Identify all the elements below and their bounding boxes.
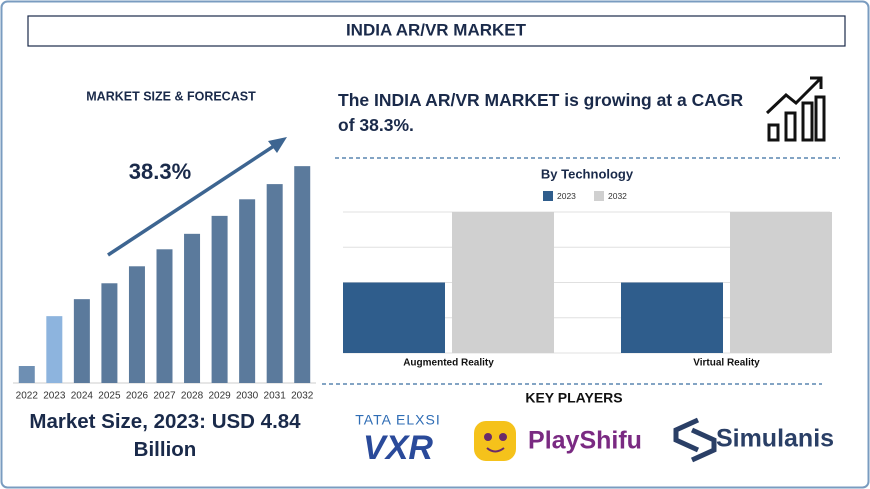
bar	[294, 166, 311, 383]
growth-arrow	[107, 140, 281, 257]
playshifu-icon	[474, 421, 516, 461]
x-tick-label: 2032	[291, 391, 314, 402]
market-size: Market Size, 2023: USD 4.84 Billion	[29, 410, 301, 461]
x-tick-label: 2027	[153, 391, 176, 402]
x-tick-label: 2025	[98, 391, 121, 402]
x-tick-label: 2030	[236, 391, 259, 402]
legend-swatch	[543, 191, 553, 201]
x-tick-label: 2029	[208, 391, 231, 402]
growth-arrowhead	[268, 137, 287, 153]
bar	[184, 233, 201, 383]
bar	[46, 316, 63, 383]
x-tick-label: 2024	[71, 391, 94, 402]
bar	[239, 199, 256, 383]
logo-text: Simulanis	[716, 425, 834, 453]
title-box	[27, 15, 846, 47]
bar	[156, 249, 173, 383]
bar	[18, 366, 35, 383]
x-tick-label: 2028	[181, 391, 204, 402]
bar	[343, 282, 445, 353]
page-title: INDIA AR/VR MARKET	[346, 20, 527, 39]
left-chart-title: MARKET SIZE & FORECAST	[86, 89, 256, 103]
bar	[211, 215, 228, 383]
key-players-title: KEY PLAYERS	[525, 390, 622, 406]
x-tick-label: 2031	[264, 391, 287, 402]
cagr-annotation: 38.3%	[129, 159, 191, 184]
simulanis-icon	[673, 417, 717, 463]
bar	[101, 283, 118, 383]
bar	[621, 282, 723, 353]
x-tick-label: 2026	[126, 391, 149, 402]
logo-text: VXR	[363, 429, 433, 467]
bar	[452, 212, 554, 353]
logo-text: TATA ELXSI	[355, 412, 440, 428]
bar	[128, 266, 145, 383]
bar	[730, 212, 832, 353]
chart-title: By Technology	[541, 166, 634, 181]
legend-swatch	[594, 191, 604, 201]
headline: The INDIA AR/VR MARKET is growing at a C…	[338, 90, 744, 135]
growth-icon	[765, 76, 826, 142]
x-tick-label: Virtual Reality	[693, 358, 760, 369]
legend-label: 2032	[608, 191, 627, 201]
x-tick-label: Augmented Reality	[403, 358, 494, 369]
x-tick-label: 2022	[16, 391, 39, 402]
x-tick-label: 2023	[43, 391, 66, 402]
bar	[266, 184, 283, 383]
logo-text: PlayShifu	[528, 427, 642, 455]
legend-label: 2023	[557, 191, 576, 201]
bar	[73, 299, 90, 383]
